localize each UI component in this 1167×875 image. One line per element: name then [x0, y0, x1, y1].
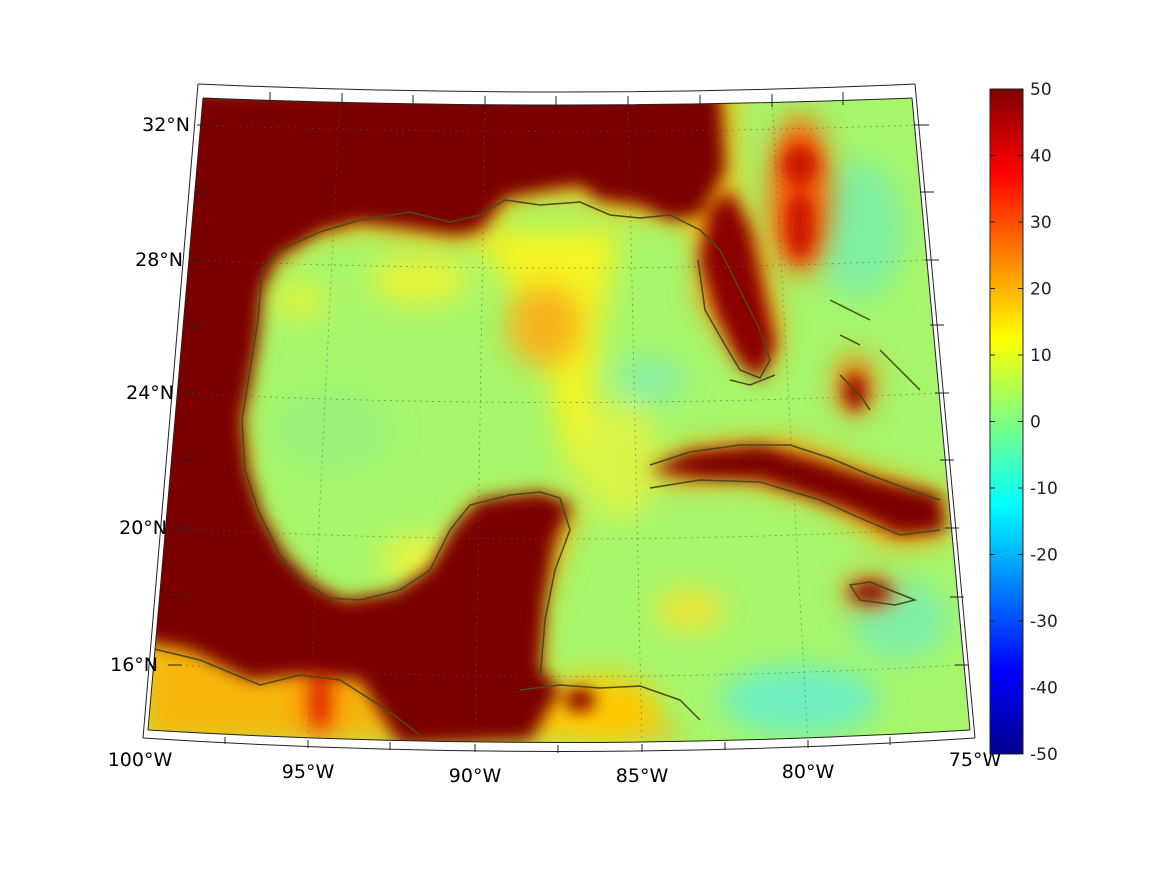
- map-frame: [142, 83, 976, 752]
- colorbar-label: -10: [1030, 479, 1058, 499]
- colorbar-label: 30: [1030, 213, 1052, 233]
- lat-label-24n: 24°N: [126, 382, 174, 404]
- graticule: [174, 98, 961, 743]
- colorbar-label: 20: [1030, 280, 1052, 300]
- lat-label-32n: 32°N: [142, 114, 190, 136]
- data-field: [148, 98, 970, 743]
- lat-label-16n: 16°N: [110, 654, 158, 676]
- colorbar-labels: 50 40 30 20 10 0 -10 -20 -30 -40 -50: [1030, 80, 1058, 765]
- latitude-labels: 16°N 20°N 24°N 28°N 32°N: [110, 114, 190, 676]
- longitude-labels: 100°W 95°W 90°W 85°W 80°W 75°W: [108, 749, 1002, 787]
- colorbar-gradient: [989, 88, 1024, 755]
- lon-label-80w: 80°W: [782, 761, 835, 783]
- colorbar-label: -20: [1030, 546, 1058, 566]
- colorbar-label: -30: [1030, 612, 1058, 632]
- colorbar-label: -50: [1030, 745, 1058, 765]
- lon-label-90w: 90°W: [449, 765, 502, 787]
- lon-label-75w: 75°W: [949, 749, 1002, 771]
- colorbar-label: 0: [1030, 413, 1041, 433]
- lon-label-85w: 85°W: [616, 765, 669, 787]
- colorbar-ticks: [990, 88, 1023, 755]
- lon-label-95w: 95°W: [282, 761, 335, 783]
- map-area: 100°W 95°W 90°W 85°W 80°W 75°W 16°N 20°N…: [108, 83, 1002, 787]
- ocean-anomaly-patches: [270, 160, 950, 735]
- lat-label-20n: 20°N: [119, 517, 167, 539]
- frame-ticks: [168, 92, 969, 753]
- colorbar-label: -40: [1030, 679, 1058, 699]
- lat-label-28n: 28°N: [135, 249, 183, 271]
- colorbar-label: 40: [1030, 147, 1052, 167]
- colorbar-label: 10: [1030, 346, 1052, 366]
- colorbar-label: 50: [1030, 80, 1052, 100]
- coastlines: [149, 199, 941, 736]
- lon-label-100w: 100°W: [108, 749, 173, 771]
- colorbar: 50 40 30 20 10 0 -10 -20 -30 -40 -50: [989, 80, 1058, 765]
